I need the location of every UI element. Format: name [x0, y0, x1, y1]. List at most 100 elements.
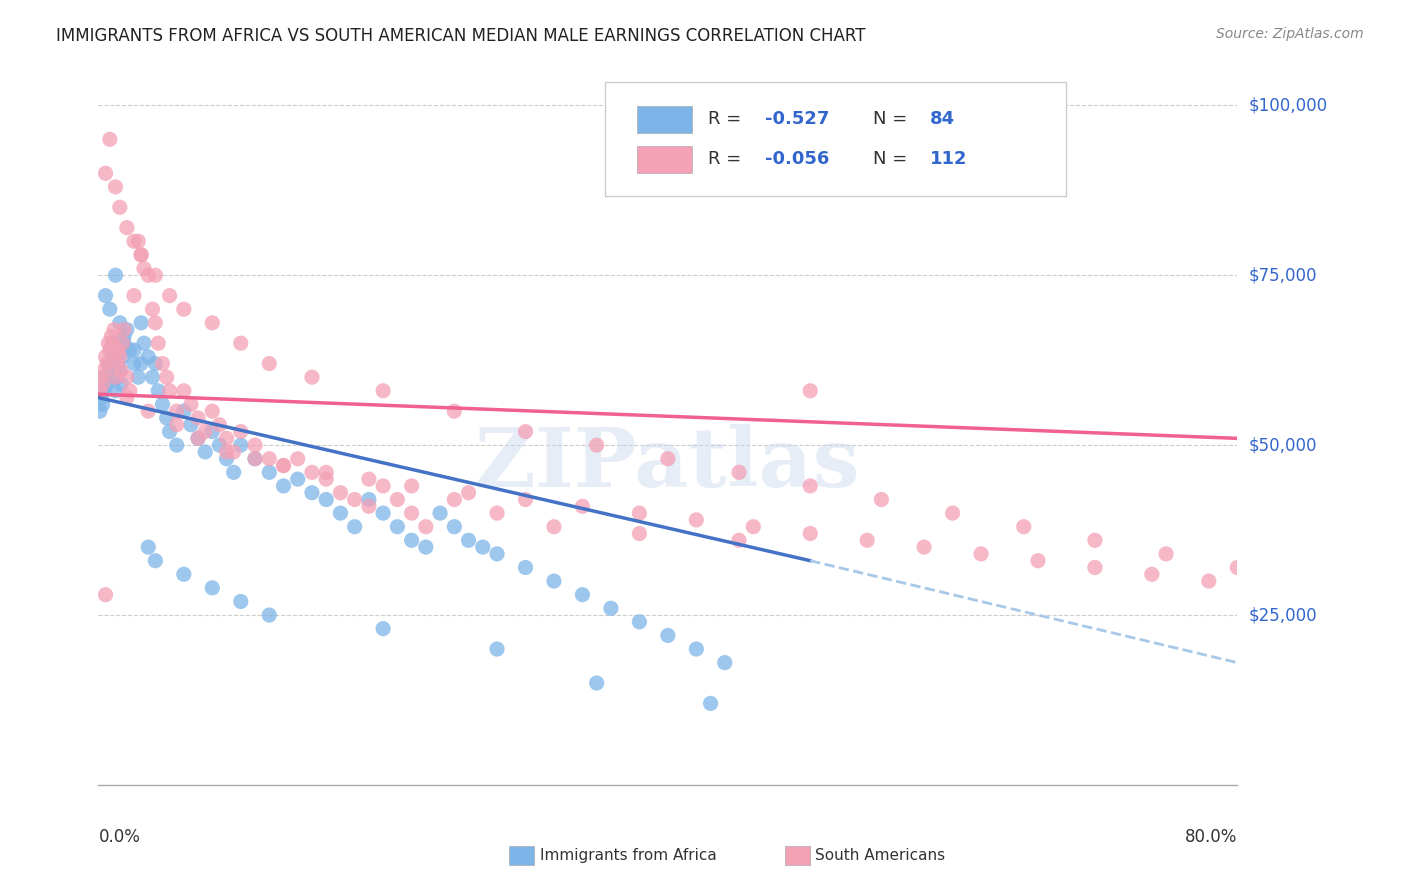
Text: N =: N = — [873, 111, 912, 128]
Point — [145, 268, 167, 283]
Point — [127, 370, 149, 384]
Point — [90, 391, 112, 405]
Point — [129, 357, 152, 371]
Point — [229, 438, 252, 452]
Point — [104, 370, 127, 384]
Point — [127, 234, 149, 248]
Point — [415, 519, 437, 533]
Point — [98, 302, 121, 317]
Point — [515, 492, 537, 507]
Point — [259, 451, 281, 466]
Point — [166, 404, 188, 418]
Point — [515, 560, 537, 574]
Point — [136, 350, 159, 364]
Point — [201, 425, 224, 439]
Point — [287, 472, 309, 486]
Point — [543, 574, 565, 588]
Point — [136, 268, 159, 283]
Point — [101, 350, 124, 364]
Point — [89, 404, 111, 418]
Point — [799, 526, 821, 541]
Point — [141, 302, 163, 317]
Point — [136, 540, 159, 554]
Point — [115, 323, 138, 337]
Point — [970, 547, 993, 561]
Point — [600, 601, 623, 615]
Point — [156, 370, 179, 384]
Point — [1026, 554, 1049, 568]
FancyBboxPatch shape — [637, 146, 692, 173]
Point — [799, 384, 821, 398]
Point — [148, 384, 170, 398]
Point — [110, 363, 132, 377]
Point — [301, 485, 323, 500]
Point — [415, 540, 437, 554]
Point — [93, 384, 115, 398]
Point — [104, 384, 127, 398]
Point — [107, 343, 129, 357]
Point — [104, 268, 127, 283]
Point — [373, 506, 395, 520]
Point — [108, 363, 131, 377]
Point — [96, 357, 118, 371]
Point — [543, 519, 565, 533]
Point — [471, 540, 494, 554]
Point — [457, 485, 479, 500]
Point — [110, 376, 132, 391]
Point — [443, 492, 465, 507]
Point — [259, 608, 281, 623]
Point — [115, 370, 138, 384]
Point — [132, 336, 155, 351]
Point — [329, 485, 352, 500]
Text: -0.527: -0.527 — [765, 111, 830, 128]
Point — [166, 417, 188, 432]
Point — [215, 445, 238, 459]
Point — [799, 479, 821, 493]
Text: 112: 112 — [929, 150, 967, 168]
Text: IMMIGRANTS FROM AFRICA VS SOUTH AMERICAN MEDIAN MALE EARNINGS CORRELATION CHART: IMMIGRANTS FROM AFRICA VS SOUTH AMERICAN… — [56, 27, 866, 45]
Point — [166, 438, 188, 452]
Point — [301, 370, 323, 384]
Point — [229, 336, 252, 351]
Point — [118, 384, 141, 398]
Point — [111, 336, 134, 351]
Point — [141, 370, 163, 384]
Point — [103, 336, 125, 351]
Point — [100, 343, 122, 357]
Text: $50,000: $50,000 — [1249, 436, 1317, 454]
Point — [194, 425, 217, 439]
Point — [108, 316, 131, 330]
Point — [136, 404, 159, 418]
Point — [273, 479, 295, 493]
Point — [201, 404, 224, 418]
Point — [215, 451, 238, 466]
Point — [148, 336, 170, 351]
Point — [243, 451, 266, 466]
Point — [90, 370, 112, 384]
Point — [728, 466, 751, 480]
Point — [108, 350, 131, 364]
Point — [1084, 560, 1107, 574]
Point — [273, 458, 295, 473]
Point — [1226, 560, 1249, 574]
Point — [1012, 519, 1035, 533]
Point — [122, 357, 145, 371]
Text: $75,000: $75,000 — [1249, 266, 1317, 285]
Point — [173, 302, 195, 317]
Point — [486, 547, 509, 561]
Point — [315, 492, 337, 507]
Point — [94, 166, 117, 180]
Point — [129, 316, 152, 330]
Point — [343, 519, 366, 533]
Point — [129, 248, 152, 262]
Point — [222, 445, 245, 459]
Point — [159, 384, 181, 398]
Text: R =: R = — [707, 111, 747, 128]
Point — [387, 492, 409, 507]
Point — [315, 466, 337, 480]
Point — [208, 438, 231, 452]
Point — [657, 628, 679, 642]
Point — [94, 350, 117, 364]
Point — [201, 581, 224, 595]
Point — [132, 261, 155, 276]
